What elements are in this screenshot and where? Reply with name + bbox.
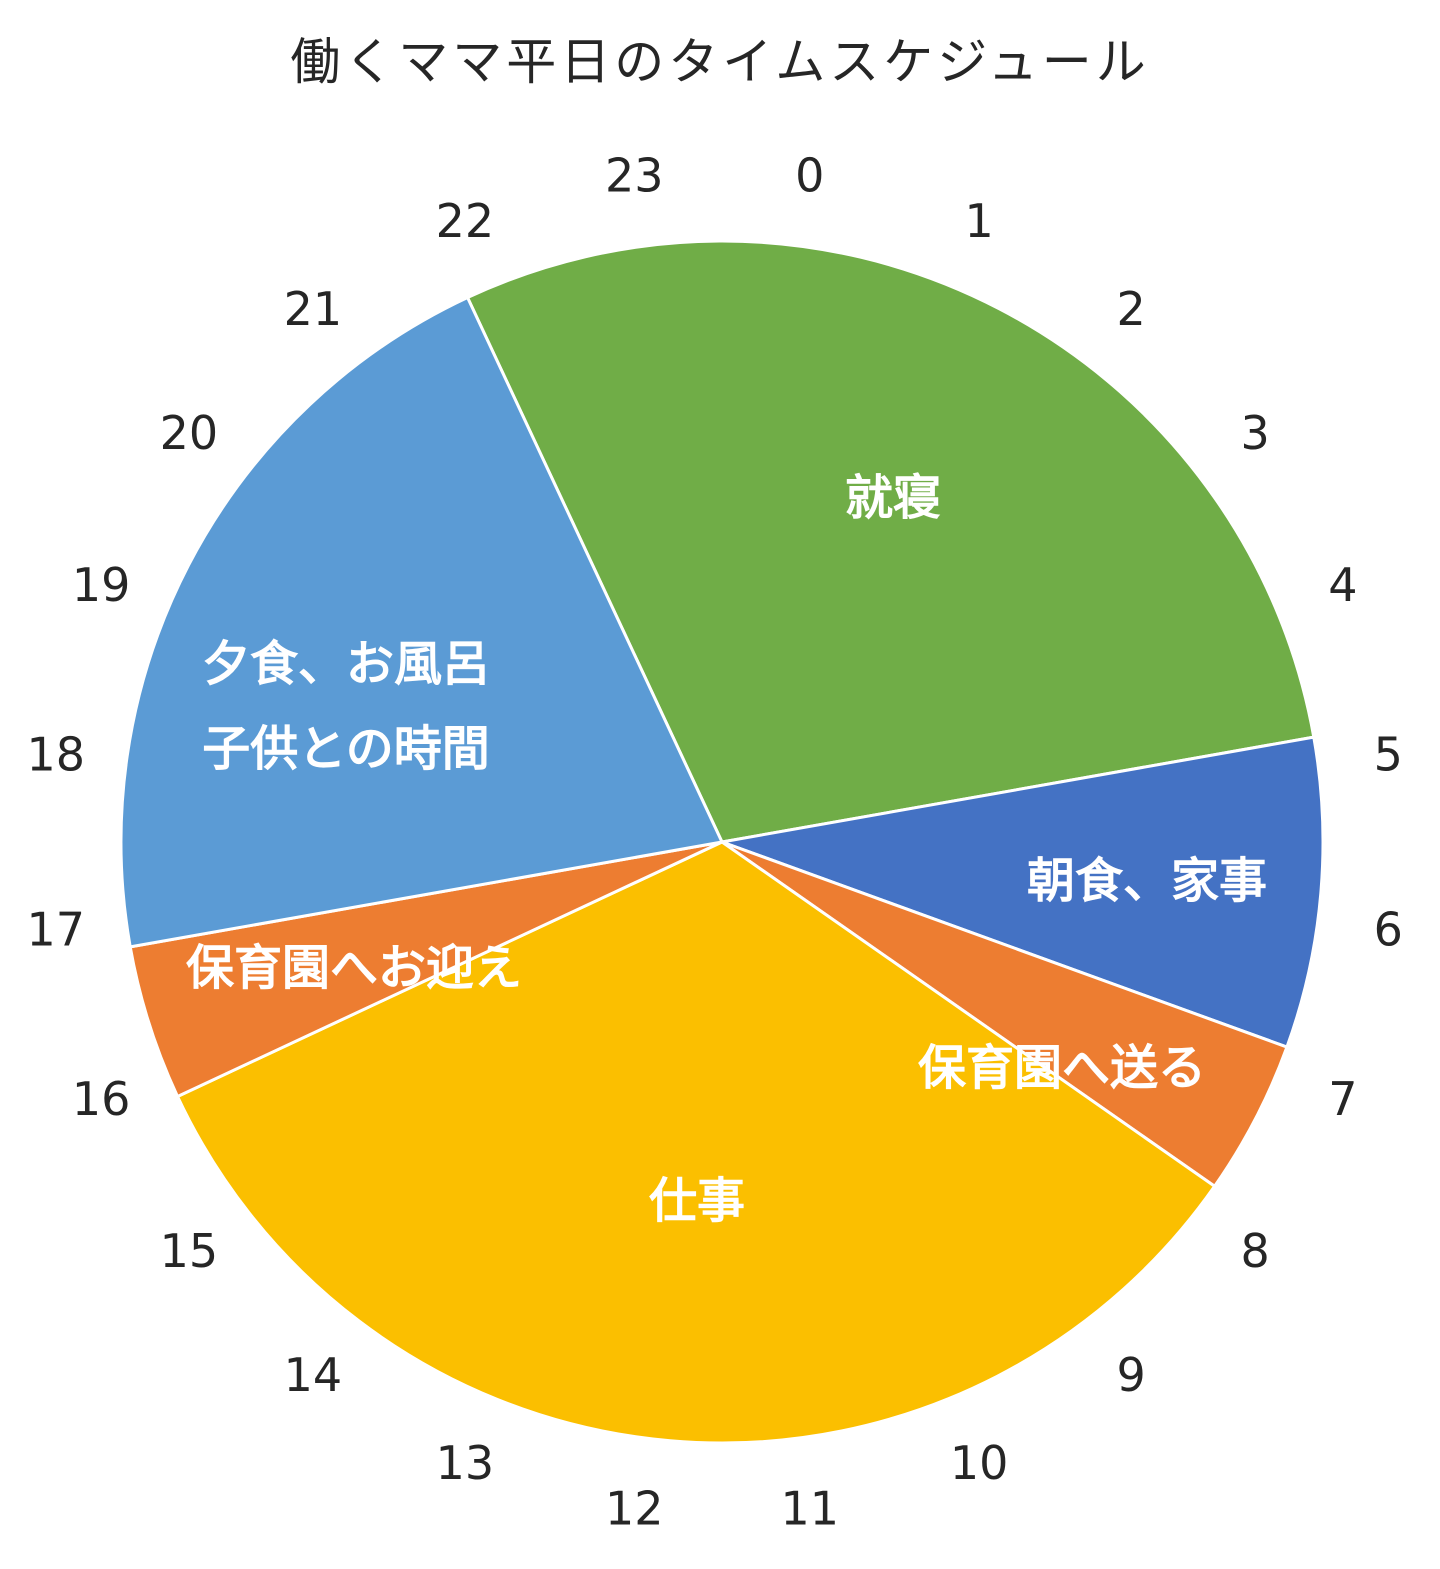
hour-label: 20 [160,406,219,460]
hour-label: 0 [795,149,824,203]
slice-label: 保育園へ送る [918,1040,1206,1096]
pie-slice [465,239,1316,844]
hour-label: 1 [965,194,994,248]
hour-label: 4 [1328,558,1357,612]
hour-label: 19 [72,558,131,612]
hour-label: 5 [1374,727,1403,781]
hour-label: 13 [436,1436,495,1490]
hour-label: 10 [950,1436,1009,1490]
hour-label: 9 [1116,1348,1145,1402]
hour-label: 16 [72,1072,131,1126]
hour-label: 22 [436,194,495,248]
hour-label: 21 [284,282,343,336]
hour-label: 14 [284,1348,343,1402]
chart-title: 働くママ平日のタイムスケジュール [290,33,1150,91]
slice-label: 就寝 [845,470,941,526]
pie-slice [175,840,1217,1445]
hour-label: 3 [1240,406,1269,460]
hour-label: 12 [605,1481,664,1535]
slice-label: 朝食、家事 [1027,853,1267,909]
hour-label: 6 [1374,903,1403,957]
hour-label: 2 [1116,282,1145,336]
slice-label: 仕事 [649,1173,745,1229]
hour-label: 8 [1240,1224,1269,1278]
slice-label: 保育園へお迎え [186,940,522,996]
hour-label: 23 [605,149,664,203]
slice-label: 夕食、お風呂子供との時間 [202,636,490,777]
hour-label: 7 [1328,1072,1357,1126]
pie-slice [119,295,725,949]
hour-label: 15 [160,1224,219,1278]
hour-label: 18 [26,727,85,781]
pie-slice [716,735,1325,1049]
hour-label: 11 [780,1481,839,1535]
hour-label: 17 [26,903,85,957]
